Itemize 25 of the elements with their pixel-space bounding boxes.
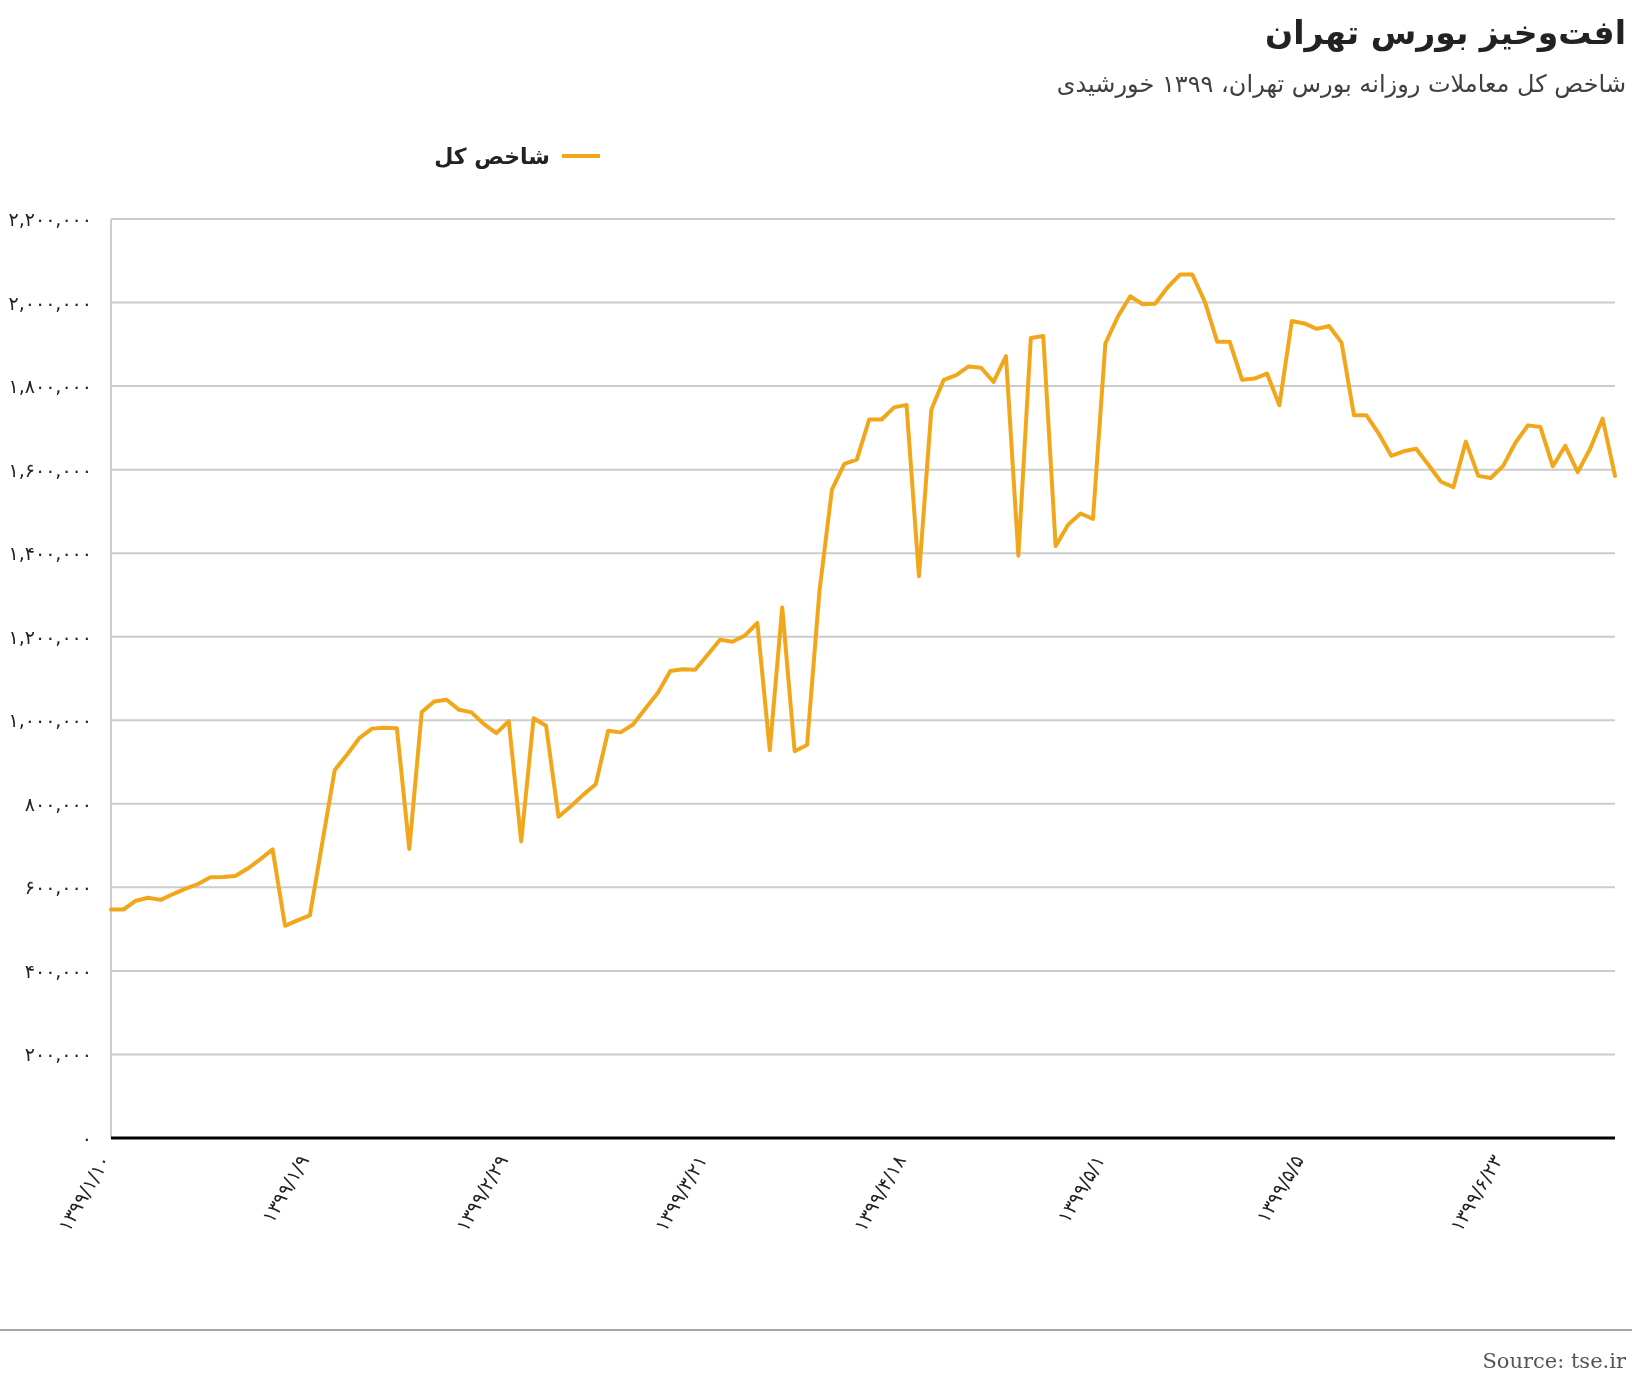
legend-label: شاخص کل xyxy=(434,144,550,169)
y-tick-label: ۲,۲۰۰,۰۰۰ xyxy=(8,208,92,230)
y-tick-label: ۲۰۰,۰۰۰ xyxy=(24,1043,92,1066)
x-tick-label: ۱۳۹۹/۱/۹ xyxy=(257,1151,314,1227)
y-tick-label: ۱,۸۰۰,۰۰۰ xyxy=(8,375,92,398)
x-tick-label: ۱۳۹۹/۱/۱۰ xyxy=(53,1151,115,1235)
x-tick-label: ۱۳۹۹/۴/۱۸ xyxy=(848,1151,910,1235)
x-tick-label: ۱۳۹۹/۶/۲۳ xyxy=(1445,1151,1507,1235)
x-tick-label: ۱۳۹۹/۵/۵ xyxy=(1251,1151,1308,1227)
chart-subtitle: شاخص کل معاملات روزانه بورس تهران، ۱۳۹۹ خورشیدی xyxy=(1056,70,1626,98)
y-tick-label: ۰ xyxy=(81,1127,92,1149)
y-tick-label: ۱,۰۰۰,۰۰۰ xyxy=(8,709,92,732)
y-tick-label: ۱,۶۰۰,۰۰۰ xyxy=(8,458,92,481)
y-tick-label: ۲,۰۰۰,۰۰۰ xyxy=(8,291,92,314)
x-tick-label: ۱۳۹۹/۵/۱ xyxy=(1052,1151,1109,1227)
source-note: Source: tse.ir xyxy=(1482,1349,1627,1373)
y-tick-label: ۱,۴۰۰,۰۰۰ xyxy=(8,542,92,565)
y-tick-label: ۴۰۰,۰۰۰ xyxy=(24,959,92,982)
x-tick-label: ۱۳۹۹/۳/۲۱ xyxy=(649,1151,712,1235)
y-tick-label: ۸۰۰,۰۰۰ xyxy=(24,792,92,815)
y-tick-label: ۱,۲۰۰,۰۰۰ xyxy=(8,625,92,648)
line-series xyxy=(109,272,1617,928)
x-tick-label: ۱۳۹۹/۲/۲۹ xyxy=(451,1151,513,1235)
y-tick-label: ۶۰۰,۰۰۰ xyxy=(24,876,92,899)
chart-title: افت‌وخیز بورس تهران xyxy=(1265,13,1626,53)
